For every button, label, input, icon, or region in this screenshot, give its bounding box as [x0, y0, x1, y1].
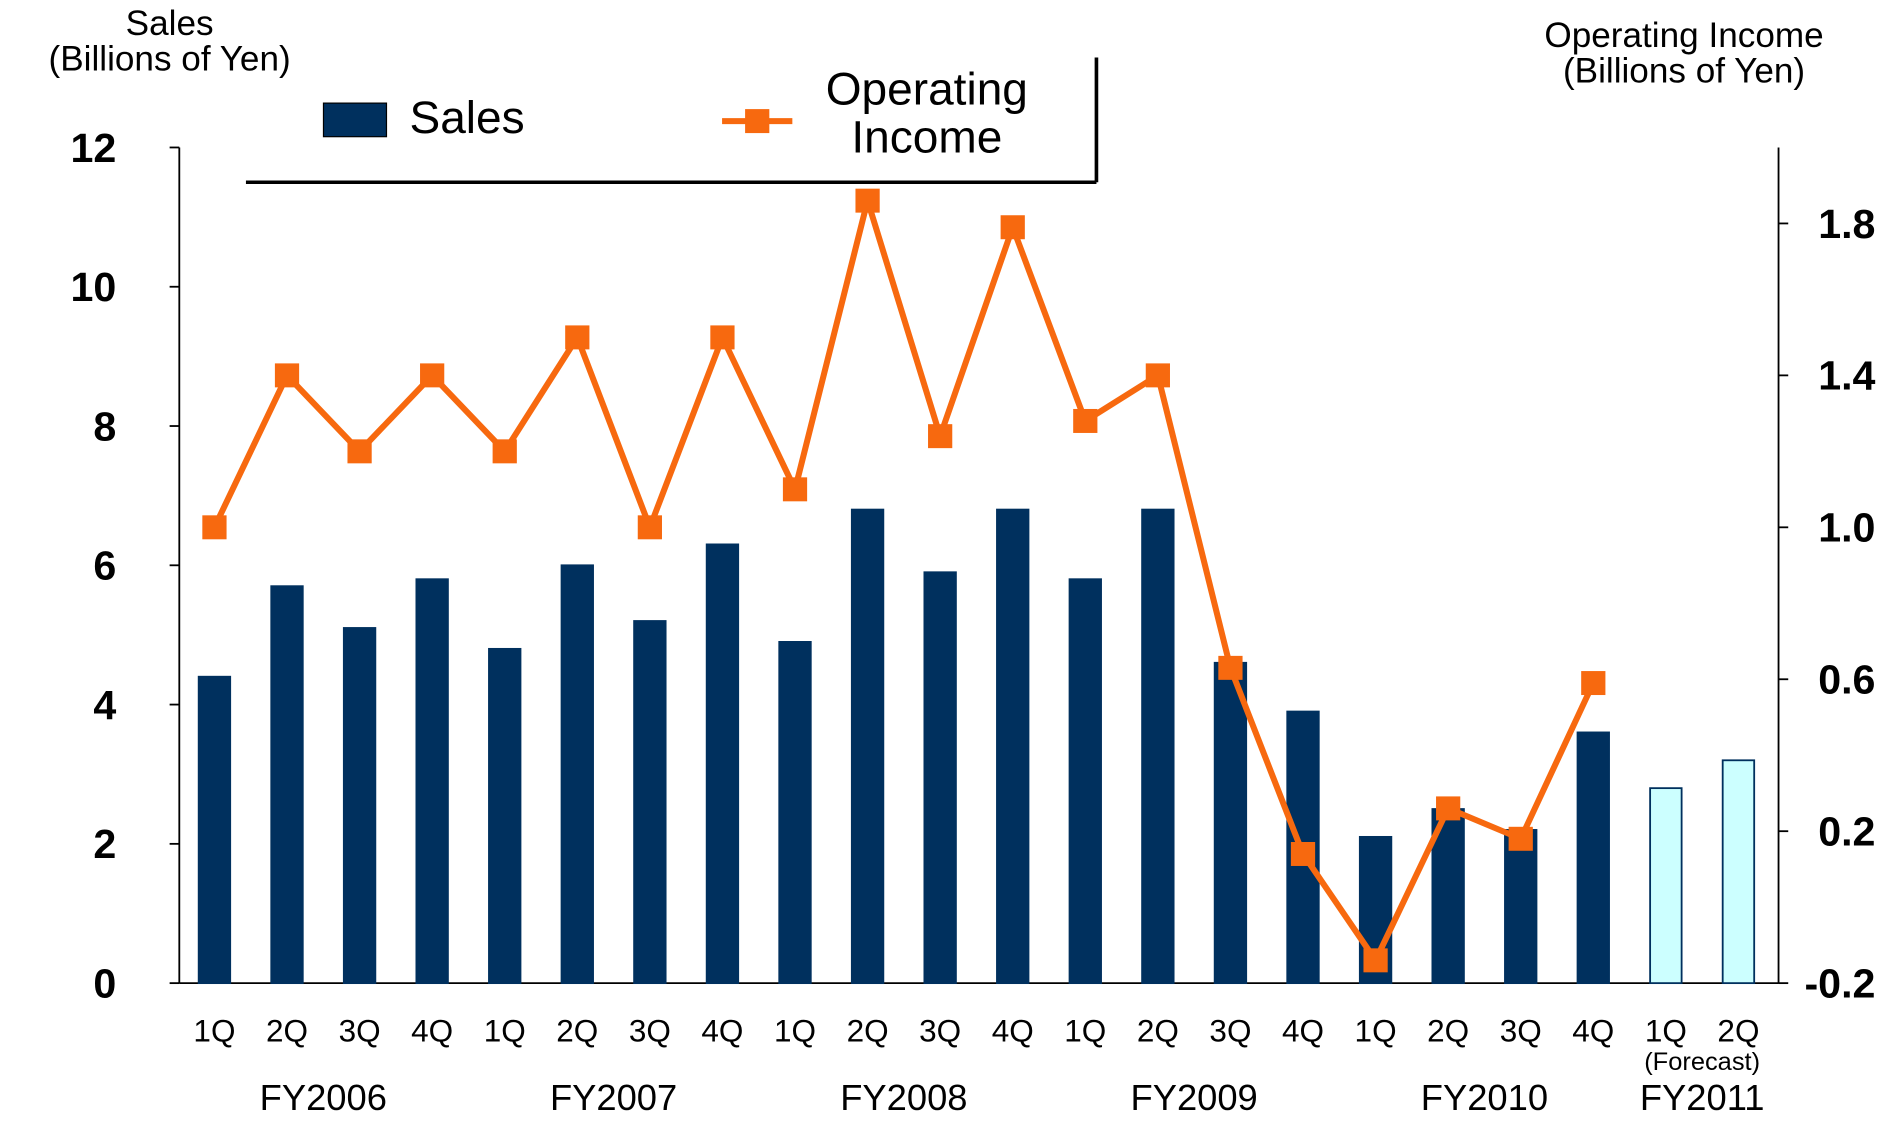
marker	[565, 325, 590, 350]
bar	[923, 571, 957, 985]
y2-axis-title-box: Operating Income (Billions of Yen)	[1544, 17, 1824, 92]
x-tick-label: 3Q	[1500, 1014, 1542, 1049]
marker	[1073, 408, 1098, 433]
marker	[1581, 671, 1606, 696]
y-tick-label: 4	[93, 682, 116, 728]
x-tick-label: 1Q	[484, 1014, 526, 1049]
marker	[202, 515, 227, 540]
marker	[928, 424, 953, 449]
y2-tick-label: -0.2	[1804, 961, 1875, 1007]
x-tick-label: 2Q	[1427, 1014, 1469, 1049]
bar	[1068, 578, 1102, 985]
marker	[274, 363, 300, 388]
x-tick-label: 1Q	[193, 1014, 235, 1049]
bar	[270, 585, 304, 985]
bar	[415, 578, 449, 985]
bar	[342, 627, 377, 985]
y2-tick-label: 0.6	[1818, 657, 1875, 703]
marker	[637, 515, 662, 540]
y2-axis-title: Operating Income (Billions of Yen)	[1544, 17, 1824, 92]
y-axis-title: Sales (Billions of Yen)	[48, 5, 291, 80]
y2-tick-label: 0.2	[1818, 809, 1875, 855]
marker	[420, 363, 445, 388]
bar	[850, 508, 885, 985]
marker	[710, 325, 735, 350]
legend-label-box: Operating Income	[825, 67, 1028, 163]
x-tick-label: 4Q	[992, 1014, 1034, 1049]
y-tick-label: 0	[93, 961, 116, 1007]
bar	[1141, 508, 1175, 985]
marker	[1363, 948, 1388, 973]
legend-marker	[745, 109, 770, 134]
x-tick-label: 1Q	[1064, 1014, 1106, 1049]
y-tick-label: 6	[93, 543, 116, 589]
x-tick-label: 3Q	[919, 1014, 961, 1049]
y2-tick-label: 1.0	[1818, 505, 1875, 551]
marker	[1000, 215, 1025, 240]
group-label: FY2010	[1421, 1077, 1548, 1118]
y-tick-label: 2	[93, 821, 116, 867]
bar	[705, 543, 740, 985]
bar	[1649, 787, 1683, 985]
marker	[1145, 363, 1170, 388]
marker	[1436, 796, 1461, 821]
marker	[855, 188, 880, 213]
x-tick-label: 3Q	[1209, 1014, 1251, 1049]
y-tick-label: 10	[70, 264, 116, 310]
bar	[488, 647, 522, 985]
marker	[347, 439, 372, 464]
bar	[1504, 829, 1538, 985]
y-axis-title-box: Sales (Billions of Yen)	[48, 5, 291, 80]
bar	[1576, 731, 1610, 985]
marker	[782, 477, 808, 502]
marker	[492, 439, 517, 464]
x-tick-label: 2Q	[266, 1014, 308, 1049]
x-tick-label: 2Q	[1137, 1014, 1179, 1049]
x-tick-label: 1Q	[1645, 1014, 1687, 1049]
legend-label: Operating Income	[825, 67, 1028, 163]
x-tick-label: 3Q	[629, 1014, 671, 1049]
x-tick-label: 2Q	[847, 1014, 889, 1049]
group-label: FY2008	[840, 1077, 967, 1118]
group-label: FY2006	[260, 1077, 387, 1118]
x-tick-label: 1Q	[1355, 1014, 1397, 1049]
annotation: (Forecast)	[1644, 1048, 1760, 1076]
group-label: FY2009	[1131, 1077, 1258, 1118]
x-tick-label: 4Q	[701, 1014, 743, 1049]
legend-label: Sales	[409, 92, 524, 143]
group-label: FY2011	[1640, 1077, 1765, 1118]
x-tick-label: 2Q	[556, 1014, 598, 1049]
marker	[1508, 826, 1533, 851]
marker	[1290, 841, 1316, 866]
x-tick-label: 2Q	[1717, 1014, 1759, 1049]
group-label: FY2007	[550, 1077, 677, 1118]
bar	[1213, 661, 1248, 985]
x-tick-label: 3Q	[339, 1014, 381, 1049]
x-tick-label: 4Q	[1282, 1014, 1324, 1049]
y-tick-label: 8	[93, 404, 116, 450]
y2-tick-label: 1.4	[1818, 353, 1875, 399]
marker	[1218, 655, 1243, 680]
x-tick-label: 1Q	[774, 1014, 816, 1049]
x-tick-label: 4Q	[1572, 1014, 1614, 1049]
line	[211, 189, 1597, 967]
bar	[1721, 759, 1756, 985]
y-tick-label: 12	[70, 125, 116, 171]
bar	[633, 620, 667, 985]
bar	[778, 641, 812, 985]
bar	[996, 508, 1030, 985]
x-tick-label: 4Q	[411, 1014, 453, 1049]
legend-swatch	[322, 102, 388, 138]
y2-tick-label: 1.8	[1818, 201, 1875, 247]
bar	[560, 564, 594, 985]
bar	[197, 675, 232, 985]
